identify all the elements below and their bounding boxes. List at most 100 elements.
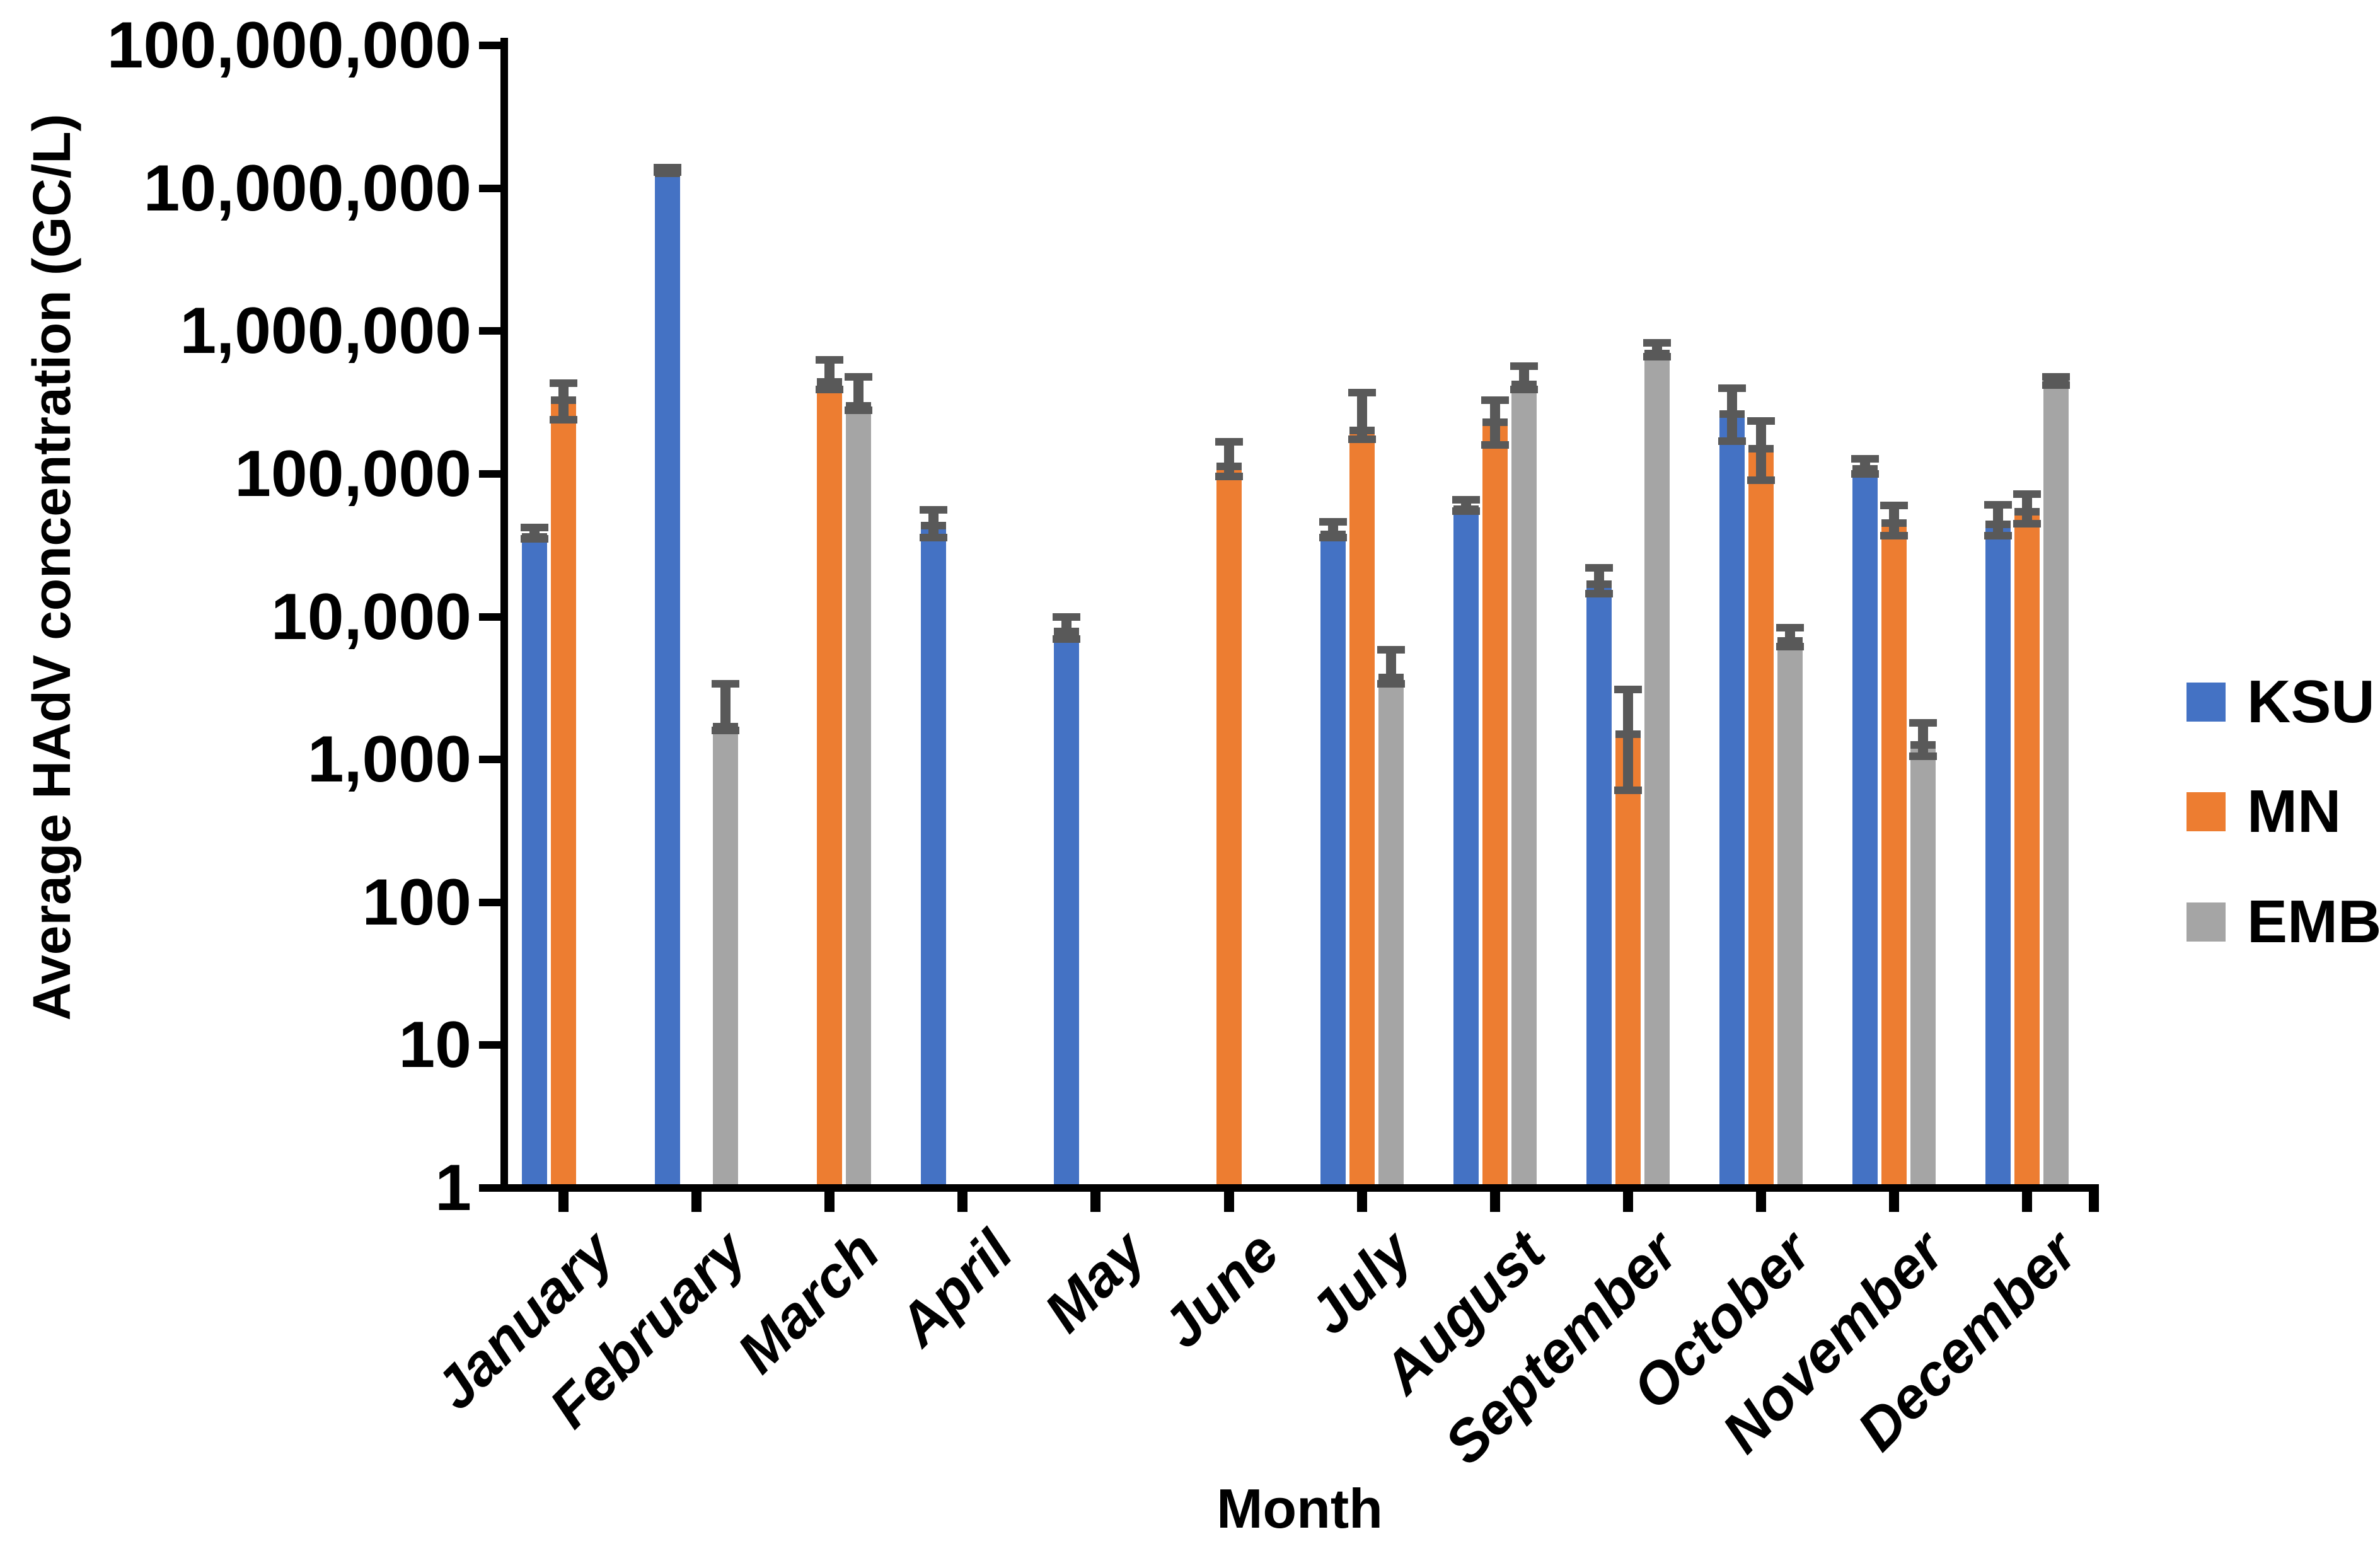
error-bar-ksu-july-top-whisker [1319, 518, 1347, 526]
error-bar-emb-march-top-whisker [845, 372, 873, 381]
bar-ksu-february [655, 170, 681, 1184]
bar-emb-august [1511, 380, 1537, 1184]
error-bar-mn-december-connector [2022, 494, 2033, 524]
error-bar-emb-march-bottom-whisker [845, 406, 873, 414]
bar-ksu-january [522, 533, 547, 1184]
error-bar-ksu-december-top-whisker [1984, 500, 2013, 509]
bar-mn-june [1216, 463, 1242, 1184]
y-axis-title: Average HAdV concentration (GC/L) [22, 113, 81, 1021]
error-bar-emb-february-top-whisker [712, 679, 740, 688]
error-bar-emb-november-top-whisker [1909, 719, 1937, 727]
legend-label-emb: EMB [2247, 888, 2380, 955]
legend-label-mn: MN [2247, 778, 2342, 845]
error-bar-mn-march-top-whisker [816, 355, 844, 364]
x-axis-tick [1889, 1192, 1899, 1212]
y-axis-tick-label: 10,000,000 [143, 151, 471, 225]
error-bar-mn-september-connector [1622, 689, 1633, 790]
bar-mn-january [551, 396, 576, 1184]
error-bar-emb-february-bottom-whisker [712, 726, 740, 734]
x-axis-tick [1356, 1192, 1367, 1212]
error-bar-ksu-april-top-whisker [920, 506, 948, 514]
ksu-swatch-icon [2186, 683, 2226, 722]
error-bar-ksu-november-top-whisker [1851, 454, 1879, 463]
bar-emb-october [1777, 637, 1803, 1184]
error-bar-emb-september-bottom-whisker [1643, 353, 1671, 361]
error-bar-ksu-may-top-whisker [1053, 613, 1081, 621]
error-bar-mn-november-top-whisker [1880, 502, 1908, 510]
x-axis-tick [1090, 1192, 1101, 1212]
error-bar-emb-september-top-whisker [1643, 338, 1671, 347]
x-axis-label-june: June [1150, 1219, 1291, 1361]
error-bar-ksu-july-connector [1327, 522, 1338, 538]
error-bar-ksu-september-connector [1593, 568, 1604, 594]
error-bar-mn-october-bottom-whisker [1747, 476, 1775, 485]
x-axis-label-may: May [1032, 1219, 1158, 1345]
error-bar-emb-july-connector [1385, 649, 1396, 684]
error-bar-emb-october-connector [1784, 627, 1795, 647]
error-bar-mn-january-bottom-whisker [550, 415, 577, 424]
y-axis-line [500, 38, 508, 1192]
error-bar-mn-january-connector [558, 383, 569, 420]
bar-ksu-october [1719, 410, 1745, 1184]
y-axis-tick [479, 756, 500, 764]
error-bar-emb-november-bottom-whisker [1909, 752, 1937, 761]
bar-ksu-april [921, 522, 947, 1184]
error-bar-ksu-may-connector [1061, 616, 1072, 639]
bar-mn-december [2014, 507, 2040, 1184]
error-bar-ksu-november-connector [1860, 458, 1870, 474]
error-bar-emb-october-bottom-whisker [1776, 642, 1804, 650]
bar-emb-july [1378, 673, 1404, 1184]
bar-mn-november [1881, 519, 1907, 1184]
error-bar-ksu-october-connector [1726, 388, 1737, 441]
emb-swatch-icon [2186, 902, 2226, 942]
bar-mn-september [1615, 730, 1641, 1184]
mn-swatch-icon [2186, 792, 2226, 831]
error-bar-emb-august-bottom-whisker [1510, 386, 1538, 394]
error-bar-mn-november-connector [1889, 505, 1899, 536]
x-axis-tick [1223, 1192, 1234, 1212]
error-bar-ksu-august-top-whisker [1452, 495, 1480, 504]
x-axis-tick [1755, 1192, 1766, 1212]
error-bar-mn-july-connector [1356, 393, 1367, 439]
legend-item-ksu: KSU [2186, 672, 2375, 732]
error-bar-ksu-october-bottom-whisker [1718, 437, 1746, 445]
x-axis-tick [2022, 1192, 2033, 1212]
x-axis-tick [1489, 1192, 1500, 1212]
error-bar-mn-july-bottom-whisker [1348, 435, 1376, 443]
bar-ksu-august [1453, 505, 1479, 1184]
error-bar-mn-march-bottom-whisker [816, 386, 844, 394]
error-bar-emb-october-top-whisker [1776, 623, 1804, 631]
error-bar-mn-june-top-whisker [1215, 437, 1243, 446]
error-bar-mn-july-top-whisker [1348, 389, 1376, 397]
error-bar-mn-march-connector [824, 359, 835, 390]
error-bar-ksu-september-bottom-whisker [1585, 590, 1613, 598]
x-axis-tick [824, 1192, 835, 1212]
legend-item-mn: MN [2186, 778, 2342, 845]
x-axis-title: Month [1216, 1477, 1383, 1540]
y-axis-tick [479, 898, 500, 906]
x-axis-end-tick [2089, 1192, 2099, 1212]
y-axis-tick [479, 613, 500, 621]
x-axis-label-march: March [725, 1219, 892, 1386]
error-bar-emb-november-connector [1918, 723, 1928, 757]
y-axis-tick [479, 42, 500, 50]
bar-ksu-july [1320, 531, 1346, 1184]
error-bar-emb-august-top-whisker [1510, 362, 1538, 370]
error-bar-mn-december-top-whisker [2013, 490, 2042, 499]
error-bar-mn-december-bottom-whisker [2013, 519, 2042, 527]
x-axis-line [500, 1184, 2099, 1192]
error-bar-emb-july-bottom-whisker [1377, 679, 1405, 688]
error-bar-emb-march-connector [853, 376, 864, 410]
error-bar-ksu-july-bottom-whisker [1319, 533, 1347, 541]
y-axis-tick-label: 100,000,000 [107, 9, 471, 83]
bar-emb-september [1644, 350, 1670, 1184]
x-axis-label-july: July [1296, 1219, 1424, 1347]
bar-ksu-may [1054, 627, 1080, 1184]
y-axis-tick-label: 1,000 [307, 723, 471, 797]
y-axis-tick [479, 327, 500, 335]
bar-emb-december [2043, 379, 2069, 1184]
bar-mn-july [1349, 426, 1375, 1184]
error-bar-ksu-december-connector [1993, 504, 2004, 536]
error-bar-ksu-august-bottom-whisker [1452, 507, 1480, 515]
